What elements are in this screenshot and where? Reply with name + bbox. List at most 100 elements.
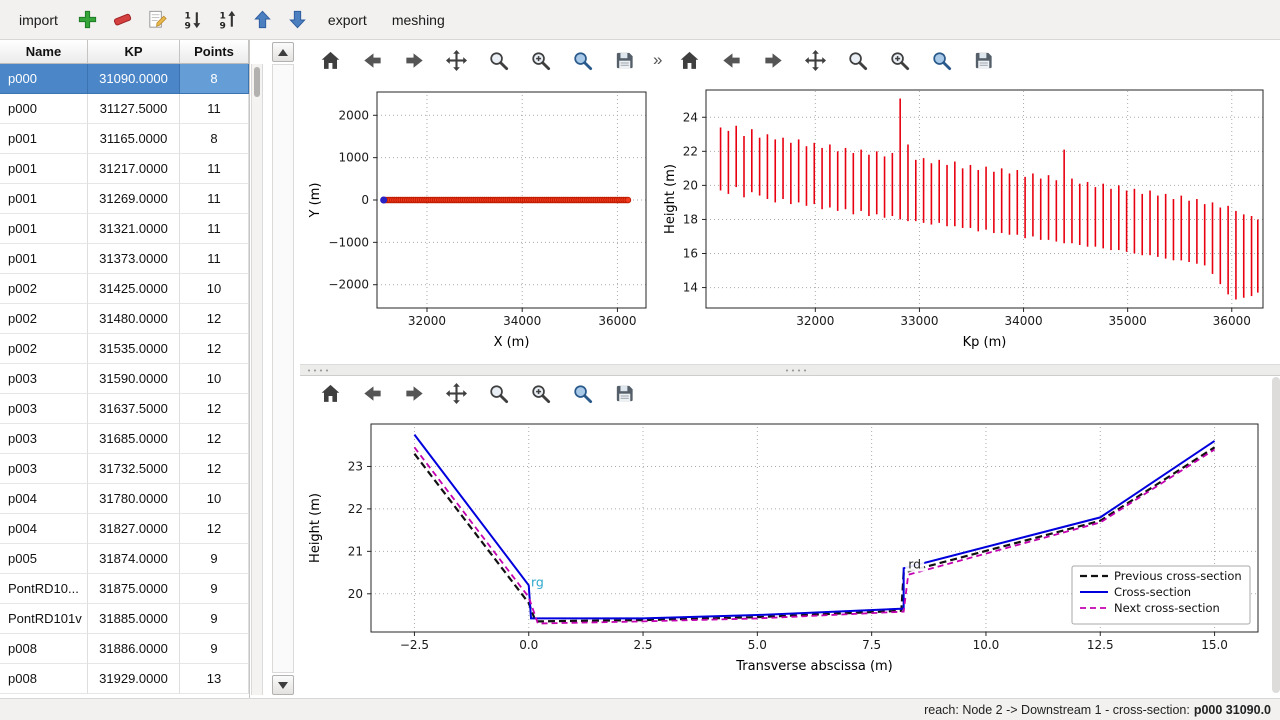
table-row[interactable]: p000 31090.0000 8 bbox=[0, 64, 249, 94]
table-row[interactable]: p003 31685.0000 12 bbox=[0, 424, 249, 454]
table-row[interactable]: p002 31535.0000 12 bbox=[0, 334, 249, 364]
toolbar-overflow-button[interactable]: » bbox=[653, 50, 663, 69]
table-row[interactable]: p002 31480.0000 12 bbox=[0, 304, 249, 334]
add-cross-section-button[interactable] bbox=[72, 5, 104, 35]
back-button[interactable] bbox=[714, 45, 748, 76]
zoom-in-button[interactable] bbox=[523, 45, 557, 76]
zoom-in-icon bbox=[531, 51, 550, 70]
sort-descending-button[interactable] bbox=[177, 5, 209, 35]
zoom-region-icon bbox=[932, 51, 951, 70]
svg-text:Y (m): Y (m) bbox=[308, 183, 323, 219]
svg-text:Height (m): Height (m) bbox=[663, 164, 678, 234]
back-button[interactable] bbox=[355, 45, 389, 76]
cell-kp: 31874.0000 bbox=[88, 544, 180, 574]
back-button[interactable] bbox=[355, 378, 389, 409]
scroll-down-button[interactable] bbox=[272, 675, 294, 695]
column-header-points[interactable]: Points bbox=[180, 40, 249, 63]
home-button[interactable] bbox=[672, 45, 706, 76]
sort-ascending-button[interactable] bbox=[212, 5, 244, 35]
pan-button[interactable] bbox=[798, 45, 832, 76]
forward-button[interactable] bbox=[756, 45, 790, 76]
horizontal-splitter[interactable] bbox=[300, 364, 1280, 376]
home-button[interactable] bbox=[313, 378, 347, 409]
move-up-button[interactable] bbox=[247, 5, 279, 35]
edit-cross-section-button[interactable] bbox=[142, 5, 174, 35]
zoom-region-button[interactable] bbox=[924, 45, 958, 76]
cell-name: p004 bbox=[0, 514, 88, 544]
table-row[interactable]: p008 31886.0000 9 bbox=[0, 634, 249, 664]
table-scrollbar-thumb[interactable] bbox=[254, 67, 260, 97]
home-button[interactable] bbox=[313, 45, 347, 76]
save-icon bbox=[615, 51, 633, 69]
cell-name: p003 bbox=[0, 364, 88, 394]
move-down-button[interactable] bbox=[282, 5, 314, 35]
scroll-down-icon bbox=[278, 681, 288, 689]
export-button[interactable]: export bbox=[327, 11, 367, 28]
column-header-kp[interactable]: KP bbox=[88, 40, 180, 63]
import-button[interactable]: import bbox=[19, 11, 58, 28]
remove-cross-section-button[interactable] bbox=[107, 5, 139, 35]
zoom-button[interactable] bbox=[481, 45, 515, 76]
zoom-button[interactable] bbox=[840, 45, 874, 76]
table-row[interactable]: p001 31269.0000 11 bbox=[0, 184, 249, 214]
cell-name: p001 bbox=[0, 124, 88, 154]
zoom-region-button[interactable] bbox=[565, 378, 599, 409]
cell-name: p002 bbox=[0, 304, 88, 334]
meshing-button[interactable]: meshing bbox=[391, 11, 445, 28]
save-button[interactable] bbox=[607, 378, 641, 409]
table-row[interactable]: p008 31929.0000 13 bbox=[0, 664, 249, 694]
forward-button[interactable] bbox=[397, 378, 431, 409]
table-row[interactable]: p005 31874.0000 9 bbox=[0, 544, 249, 574]
table-row[interactable]: p003 31732.5000 12 bbox=[0, 454, 249, 484]
edit-icon bbox=[149, 10, 168, 28]
zoom-in-button[interactable] bbox=[523, 378, 557, 409]
bottom-plot-scrollbar[interactable] bbox=[1272, 377, 1280, 693]
svg-text:Previous cross-section: Previous cross-section bbox=[1114, 569, 1242, 583]
table-scrollbar[interactable] bbox=[251, 64, 263, 695]
cross-section-profile-plot[interactable]: −2.5 0.0 2.5 5.0 7.5 10.0 12.5 15.0 20 21 22 23 rg rd… bbox=[305, 412, 1272, 694]
zoom-button[interactable] bbox=[481, 378, 515, 409]
svg-text:32000: 32000 bbox=[408, 314, 446, 328]
table-row[interactable]: p001 31373.0000 11 bbox=[0, 244, 249, 274]
forward-button[interactable] bbox=[397, 45, 431, 76]
table-row[interactable]: p003 31637.5000 12 bbox=[0, 394, 249, 424]
zoom-region-button[interactable] bbox=[565, 45, 599, 76]
svg-text:12.5: 12.5 bbox=[1087, 638, 1114, 652]
table-row[interactable]: PontRD101v 31885.0000 9 bbox=[0, 604, 249, 634]
cell-name: p008 bbox=[0, 664, 88, 694]
table-row[interactable]: p003 31590.0000 10 bbox=[0, 364, 249, 394]
table-row[interactable]: PontRD10... 31875.0000 9 bbox=[0, 574, 249, 604]
panel-scrollbar[interactable] bbox=[272, 64, 294, 673]
longitudinal-profile-plot[interactable]: 32000 33000 34000 35000 36000 14 16 18 20 22 24 Kp … bbox=[660, 76, 1275, 364]
table-row[interactable]: p001 31217.0000 11 bbox=[0, 154, 249, 184]
table-row[interactable]: p001 31321.0000 11 bbox=[0, 214, 249, 244]
column-header-name[interactable]: Name bbox=[0, 40, 88, 63]
cell-kp: 31732.5000 bbox=[88, 454, 180, 484]
zoom-in-button[interactable] bbox=[882, 45, 916, 76]
table-header: Name KP Points bbox=[0, 40, 249, 64]
table-row[interactable]: p000 31127.5000 11 bbox=[0, 94, 249, 124]
table-row[interactable]: p002 31425.0000 10 bbox=[0, 274, 249, 304]
status-bar: reach: Node 2 -> Downstream 1 - cross-se… bbox=[0, 698, 1280, 720]
add-icon bbox=[79, 10, 97, 29]
cell-kp: 31217.0000 bbox=[88, 154, 180, 184]
save-button[interactable] bbox=[966, 45, 1000, 76]
cell-name: p003 bbox=[0, 454, 88, 484]
table-row[interactable]: p004 31780.0000 10 bbox=[0, 484, 249, 514]
main-toolbar: import export meshing bbox=[0, 0, 1280, 40]
status-text: reach: Node 2 -> Downstream 1 - cross-se… bbox=[924, 702, 1190, 717]
svg-text:23: 23 bbox=[348, 459, 363, 473]
table-row[interactable]: p004 31827.0000 12 bbox=[0, 514, 249, 544]
cell-points: 11 bbox=[180, 94, 249, 124]
scroll-up-button[interactable] bbox=[272, 42, 294, 62]
cell-kp: 31885.0000 bbox=[88, 604, 180, 634]
pan-button[interactable] bbox=[439, 45, 473, 76]
table-row[interactable]: p001 31165.0000 8 bbox=[0, 124, 249, 154]
home-icon bbox=[680, 51, 698, 69]
cell-kp: 31886.0000 bbox=[88, 634, 180, 664]
pan-button[interactable] bbox=[439, 378, 473, 409]
svg-text:−2.5: −2.5 bbox=[400, 638, 429, 652]
svg-text:7.5: 7.5 bbox=[862, 638, 881, 652]
save-button[interactable] bbox=[607, 45, 641, 76]
plan-view-plot[interactable]: 32000 34000 36000 2000 1000 0 −1000 −2000 X (m) Y… bbox=[305, 76, 660, 364]
